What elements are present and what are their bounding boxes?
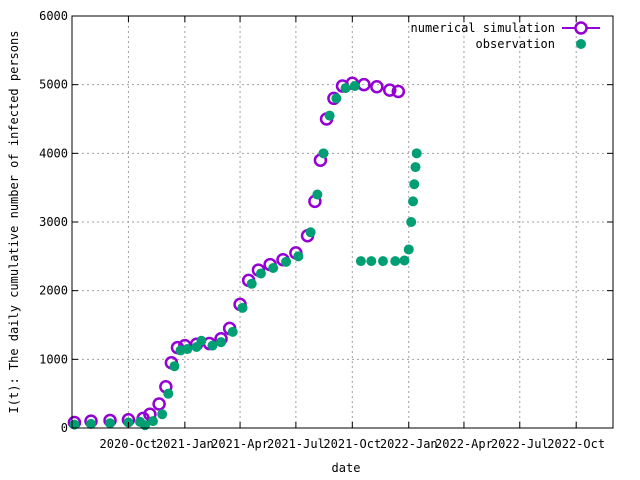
x-axis-title: date <box>332 461 361 475</box>
y-tick-label: 3000 <box>39 215 68 229</box>
observation-point <box>147 416 158 427</box>
observation-point <box>268 263 279 274</box>
observation-point <box>408 196 419 207</box>
simulation-point <box>152 397 166 411</box>
y-tick-label: 6000 <box>39 9 68 23</box>
legend-label: observation <box>476 37 555 51</box>
simulation-point <box>391 84 406 99</box>
observation-point <box>169 361 180 372</box>
observation-point <box>390 256 401 267</box>
x-tick-label: 2021-Oct <box>323 437 381 451</box>
observation-point <box>227 326 238 337</box>
y-tick-label: 0 <box>61 421 68 435</box>
y-axis-title: I(t): The daily cumulative number of inf… <box>7 31 21 414</box>
x-tick-label: 2022-Oct <box>547 437 605 451</box>
observation-point <box>246 278 257 289</box>
x-tick-label: 2020-Oct <box>100 437 158 451</box>
observation-point <box>318 148 329 159</box>
observation-point <box>349 81 360 92</box>
grid-layer <box>72 16 613 428</box>
y-tick-label: 1000 <box>39 352 68 366</box>
legend-marker <box>574 21 588 35</box>
observation-point <box>293 251 304 262</box>
observation-point <box>411 148 422 159</box>
observation-point <box>281 256 292 267</box>
observation-point <box>409 179 420 190</box>
observation-point <box>255 268 266 279</box>
legend: numerical simulation observation <box>411 21 600 51</box>
observation-point <box>340 83 351 94</box>
series-layer <box>67 76 422 431</box>
series-simulation <box>67 76 406 430</box>
observation-point <box>312 189 323 200</box>
x-tick-label: 2022-Apr <box>435 437 493 451</box>
x-tick-label: 2022-Jul <box>491 437 549 451</box>
observation-point <box>355 256 366 267</box>
observation-point <box>86 418 97 429</box>
observation-point <box>157 409 168 420</box>
observation-point <box>377 256 388 267</box>
observation-point <box>182 344 193 355</box>
tick-layer: 0 1000 2000 3000 4000 5000 6000 2020-Oct2021-Ja… <box>39 9 613 451</box>
x-tick-label: 2022-Jan <box>380 437 438 451</box>
x-tick-label: 2021-Jul <box>267 437 325 451</box>
observation-point <box>216 337 227 348</box>
observation-point <box>331 93 342 104</box>
observation-point <box>105 418 116 429</box>
legend-marker <box>576 39 586 49</box>
observation-point <box>163 388 174 399</box>
observation-point <box>324 110 335 121</box>
x-tick-label: 2021-Apr <box>211 437 269 451</box>
observation-point <box>237 302 248 313</box>
simulation-point <box>370 79 384 94</box>
observation-point <box>196 335 207 346</box>
observation-point <box>403 244 414 255</box>
y-tick-label: 5000 <box>39 78 68 92</box>
observation-point <box>406 217 417 227</box>
observation-point <box>399 255 410 266</box>
legend-label: numerical simulation <box>411 21 556 35</box>
simulation-point <box>382 83 397 97</box>
observation-point <box>207 340 218 351</box>
y-tick-label: 4000 <box>39 146 68 160</box>
series-observation <box>69 81 422 431</box>
y-tick-label: 2000 <box>39 284 68 298</box>
x-tick-label: 2021-Jan <box>156 437 214 451</box>
observation-point <box>410 162 421 173</box>
observation-point <box>305 227 316 238</box>
observation-point <box>366 256 377 267</box>
